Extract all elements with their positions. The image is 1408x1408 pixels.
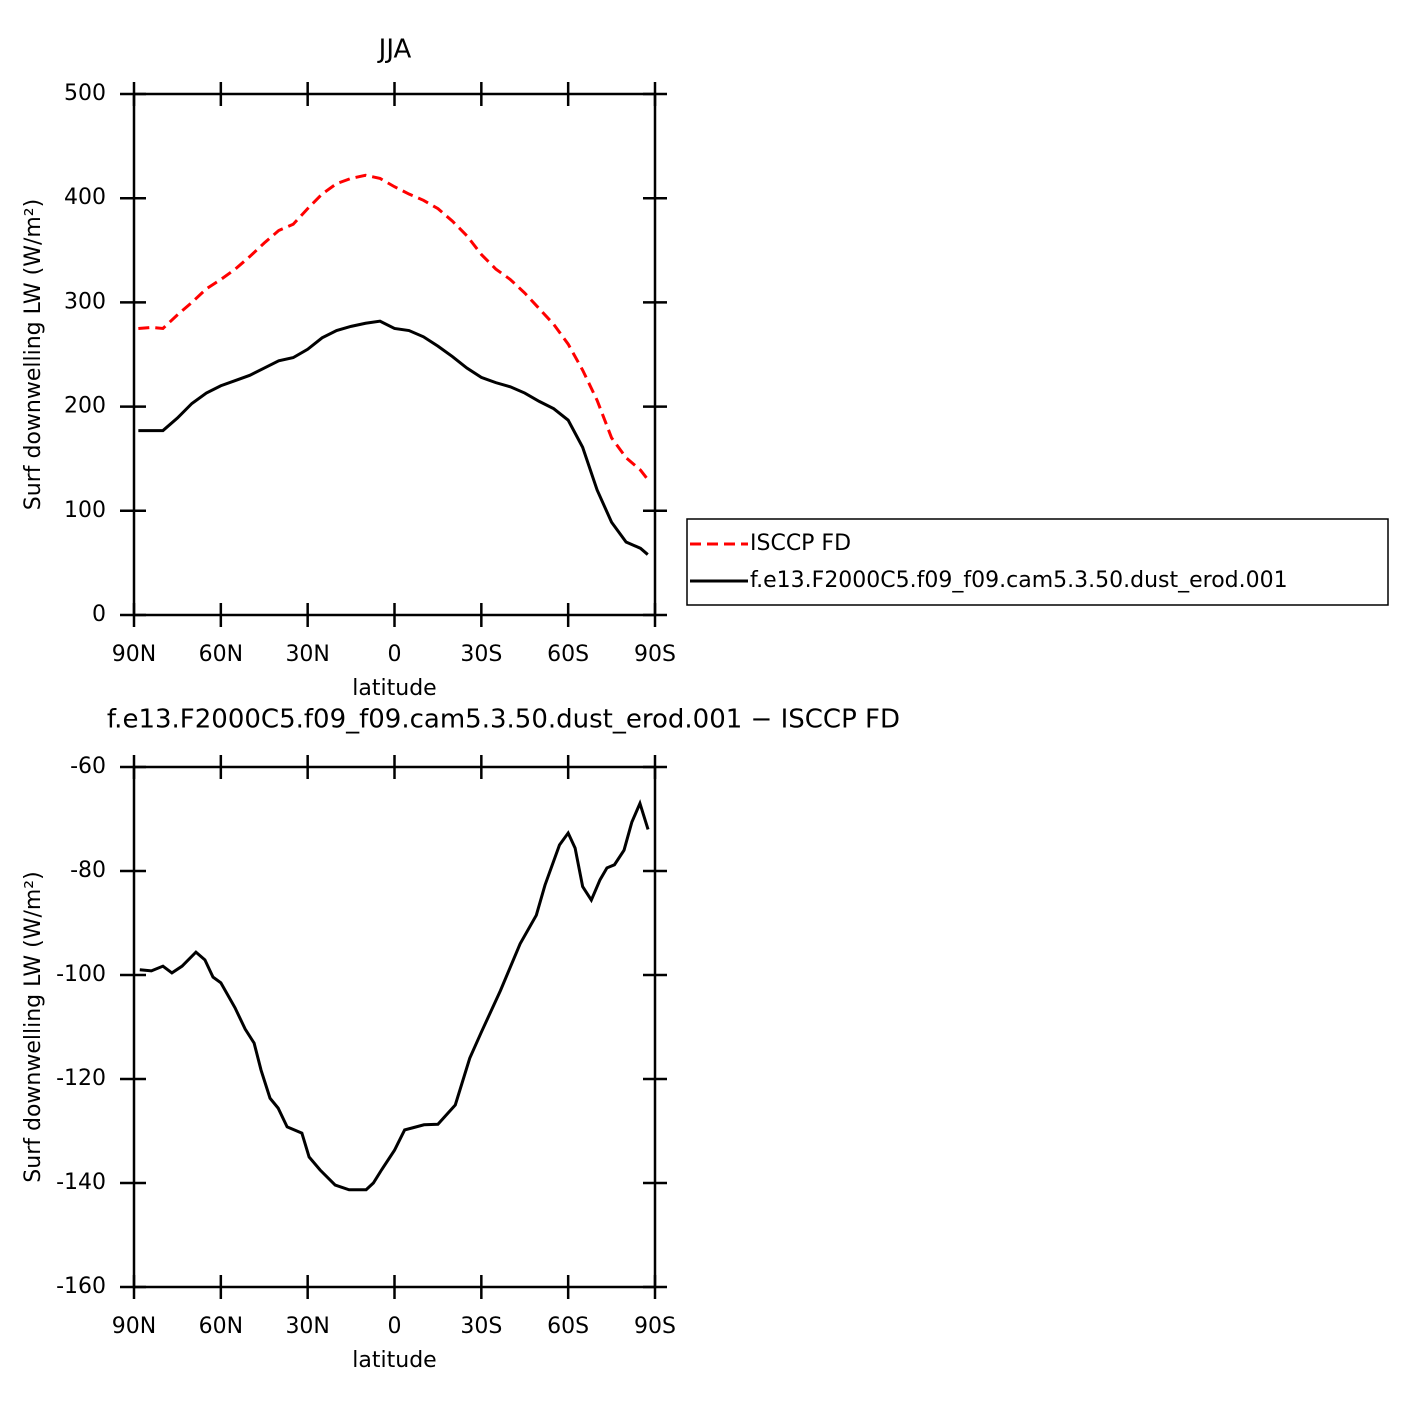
y-tick-label: -100 xyxy=(56,962,106,987)
chart-title: JJA xyxy=(377,35,412,65)
x-tick-label: 90S xyxy=(634,642,676,667)
x-tick-label: 30N xyxy=(285,642,329,667)
y-tick-label: 500 xyxy=(64,81,106,106)
y-tick-label: 0 xyxy=(92,602,106,627)
y-tick-label: 300 xyxy=(64,289,106,314)
x-tick-label: 90N xyxy=(112,1314,156,1339)
series-line xyxy=(138,173,649,481)
x-tick-label: 60S xyxy=(547,642,589,667)
y-tick-label: -120 xyxy=(56,1066,106,1091)
y-tick-label: 100 xyxy=(64,498,106,523)
x-tick-label: 30N xyxy=(285,1314,329,1339)
y-tick-label: -160 xyxy=(56,1274,106,1299)
x-tick-label: 0 xyxy=(388,1314,402,1339)
x-tick-label: 90N xyxy=(112,642,156,667)
x-tick-label: 90S xyxy=(634,1314,676,1339)
legend-label: f.e13.F2000C5.f09_f09.cam5.3.50.dust_ero… xyxy=(750,568,1288,593)
series-line xyxy=(139,799,650,1192)
x-tick-label: 0 xyxy=(388,642,402,667)
y-tick-label: -80 xyxy=(70,858,106,883)
x-axis-label: latitude xyxy=(352,1348,436,1373)
x-tick-label: 30S xyxy=(460,1314,502,1339)
y-tick-label: -140 xyxy=(56,1170,106,1195)
series-line xyxy=(138,319,649,556)
y-axis-label: Surf downwelling LW (W/m²) xyxy=(21,199,46,510)
plot-frame xyxy=(132,765,657,1289)
chart-title: f.e13.F2000C5.f09_f09.cam5.3.50.dust_ero… xyxy=(107,705,900,735)
y-tick-label: 400 xyxy=(64,185,106,210)
y-tick-label: 200 xyxy=(64,394,106,419)
legend-box xyxy=(686,518,1389,606)
plot-frame xyxy=(132,92,657,617)
y-tick-label: -60 xyxy=(70,754,106,779)
x-axis-label: latitude xyxy=(352,676,436,701)
x-tick-label: 60N xyxy=(199,642,243,667)
legend-label: ISCCP FD xyxy=(750,531,851,556)
x-tick-label: 60N xyxy=(199,1314,243,1339)
x-tick-label: 60S xyxy=(547,1314,589,1339)
y-axis-label: Surf downwelling LW (W/m²) xyxy=(21,871,46,1182)
x-tick-label: 30S xyxy=(460,642,502,667)
